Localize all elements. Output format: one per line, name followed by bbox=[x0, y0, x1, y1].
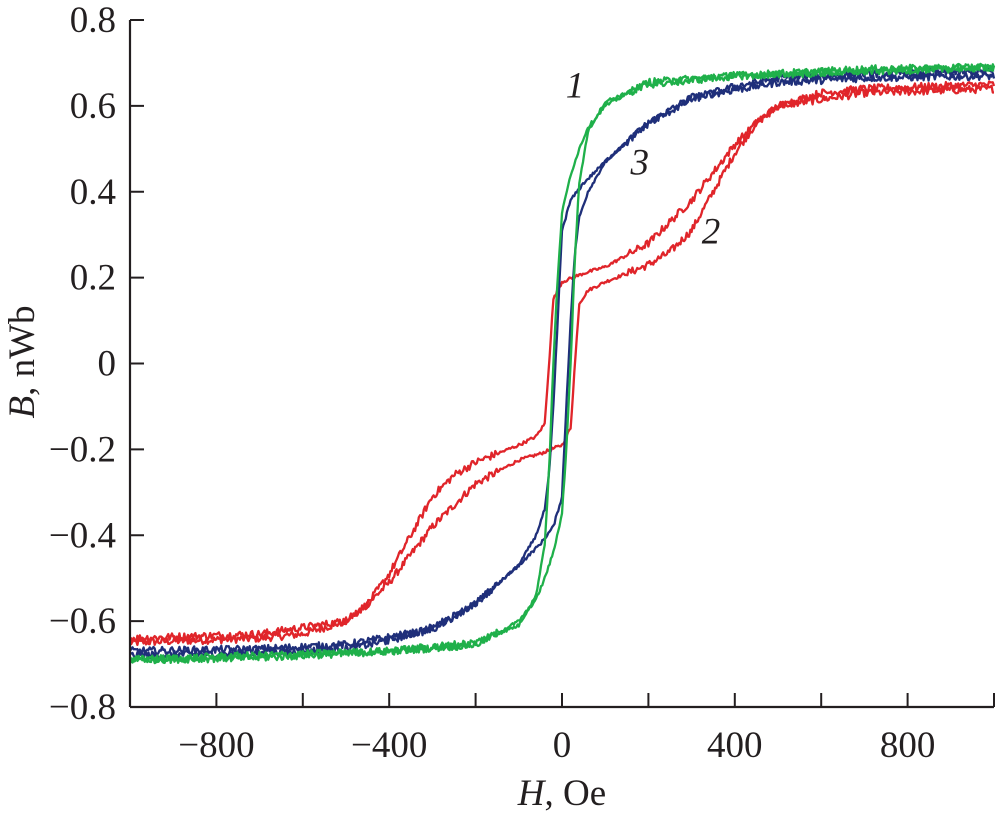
series-2-ascending-branch bbox=[128, 84, 994, 647]
y-tick-label: −0.8 bbox=[49, 687, 116, 728]
x-tick-label: 0 bbox=[553, 725, 572, 766]
curve-label-1: 1 bbox=[566, 65, 585, 106]
y-tick-label: 0.6 bbox=[70, 86, 116, 127]
y-axis-unit: , nWb bbox=[2, 305, 43, 395]
series-3-descending-branch bbox=[129, 66, 995, 656]
y-axis-symbol: B bbox=[2, 396, 43, 419]
curve-label-2: 2 bbox=[702, 211, 721, 252]
y-tick-label: −0.4 bbox=[49, 515, 116, 556]
y-axis-title: B, nWb bbox=[2, 305, 43, 418]
axes-layer bbox=[128, 20, 994, 709]
series-2-descending-branch bbox=[129, 80, 996, 643]
y-tick-label: 0 bbox=[98, 344, 117, 385]
curves-layer bbox=[128, 62, 996, 665]
x-axis-unit: , Oe bbox=[545, 773, 607, 814]
x-axis-title: H, Oe bbox=[517, 773, 606, 814]
y-tick-label: −0.6 bbox=[49, 601, 116, 642]
y-tick-label: 0.8 bbox=[70, 0, 116, 41]
series-1-descending-branch bbox=[128, 62, 996, 664]
x-tick-label: 400 bbox=[707, 725, 763, 766]
series-3-ascending-branch bbox=[129, 71, 996, 661]
tick-labels-layer: −800 −400 0 400 800 0.8 0.6 0.4 0.2 0 −0.2 −0.4 −0.6… bbox=[49, 0, 935, 766]
series-1-ascending-branch bbox=[128, 62, 996, 665]
ticks-layer bbox=[129, 19, 995, 708]
x-tick-label: −800 bbox=[178, 725, 254, 766]
curve-labels-layer: 2 3 1 bbox=[566, 65, 721, 252]
curve-label-3: 3 bbox=[630, 143, 650, 184]
x-axis-symbol: H bbox=[517, 773, 547, 814]
y-tick-label: −0.2 bbox=[49, 429, 116, 470]
x-tick-label: 800 bbox=[880, 725, 936, 766]
x-tick-label: −400 bbox=[351, 725, 427, 766]
y-tick-label: 0.4 bbox=[70, 172, 116, 213]
y-tick-label: 0.2 bbox=[70, 258, 116, 299]
